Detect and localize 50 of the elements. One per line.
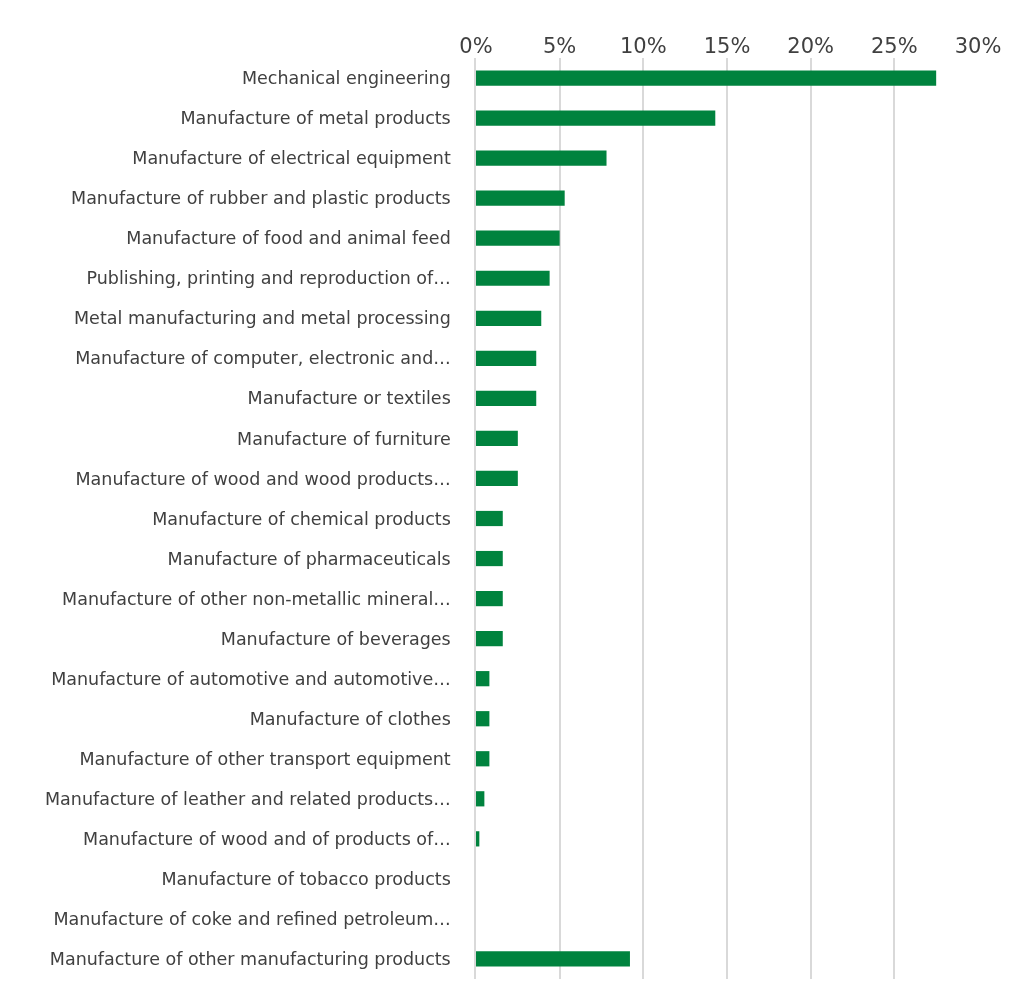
- y-tick-label: Manufacture of clothes: [249, 708, 451, 729]
- y-tick-label: Manufacture of leather and related products…: [45, 788, 451, 809]
- x-tick-label: 15%: [703, 33, 751, 58]
- bar: [476, 631, 503, 647]
- y-tick-label: Manufacture of rubber and plastic products: [71, 188, 451, 209]
- y-tick-label: Manufacture of other transport equipment: [79, 748, 451, 769]
- bar: [476, 791, 485, 807]
- x-tick-label: 25%: [870, 33, 918, 58]
- y-tick-label: Manufacture of wood and of products of…: [83, 828, 451, 849]
- bar: [476, 230, 560, 246]
- y-tick-label: Manufacture of other manufacturing products: [49, 949, 451, 970]
- bar: [476, 951, 630, 967]
- y-tick-label: Manufacture of food and animal feed: [126, 228, 451, 249]
- x-tick-label: 30%: [954, 33, 1002, 58]
- y-tick-label: Manufacture or textiles: [247, 388, 451, 409]
- bar: [476, 150, 607, 166]
- bar: [476, 550, 503, 567]
- x-tick-label: 5%: [543, 33, 577, 58]
- bar: [476, 70, 937, 86]
- y-tick-label: Metal manufacturing and metal processing: [74, 308, 451, 329]
- y-tick-label: Manufacture of chemical products: [152, 508, 451, 529]
- y-tick-label: Manufacture of other non-metallic mineral…: [62, 588, 451, 609]
- y-tick-label: Mechanical engineering: [242, 68, 451, 89]
- bar: [476, 671, 490, 687]
- bar: [476, 430, 518, 447]
- y-tick-label: Manufacture of furniture: [237, 428, 451, 449]
- y-tick-label: Manufacture of beverages: [220, 628, 451, 649]
- bar: [476, 350, 537, 366]
- y-tick-label: Manufacture of computer, electronic and…: [75, 348, 451, 369]
- bar: [476, 390, 537, 406]
- x-tick-label: 20%: [787, 33, 835, 58]
- y-tick-label: Publishing, printing and reproduction of…: [86, 268, 451, 289]
- bar: [476, 190, 565, 206]
- y-tick-label: Manufacture of metal products: [180, 108, 451, 129]
- bar: [476, 270, 550, 286]
- bar: [476, 711, 490, 727]
- bar: [476, 470, 518, 487]
- x-tick-label: 10%: [619, 33, 667, 58]
- y-tick-label: Manufacture of tobacco products: [161, 869, 451, 890]
- bar: [476, 590, 503, 607]
- bar: [476, 110, 716, 126]
- bar: [476, 751, 490, 767]
- bar: [476, 510, 503, 527]
- y-tick-label: Manufacture of coke and refined petroleum…: [53, 909, 451, 930]
- y-tick-label: Manufacture of wood and wood products…: [75, 468, 451, 489]
- bar: [476, 310, 542, 326]
- y-tick-label: Manufacture of pharmaceuticals: [167, 548, 451, 569]
- y-tick-label: Manufacture of electrical equipment: [132, 148, 451, 169]
- y-tick-label: Manufacture of automotive and automotive…: [51, 668, 451, 689]
- x-tick-label: 0%: [459, 33, 493, 58]
